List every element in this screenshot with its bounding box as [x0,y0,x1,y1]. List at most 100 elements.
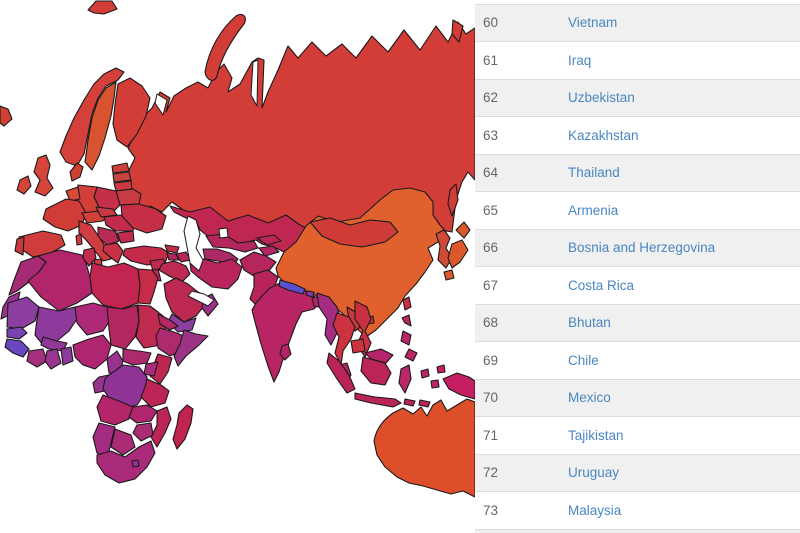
country-link[interactable]: Chile [568,352,599,368]
ranking-row: 72 Uruguay [475,454,800,492]
region-zambia[interactable] [128,404,158,424]
region-png-island[interactable] [436,364,446,374]
region-japan-honshu[interactable] [447,239,469,269]
region-botswana[interactable] [110,428,136,456]
region-malaysia-borneo[interactable] [364,348,394,364]
region-georgia[interactable] [164,244,180,254]
region-thailand[interactable] [332,312,356,366]
region-chad[interactable] [106,304,140,350]
region-nepal[interactable] [278,279,306,295]
region-japan-kyushu[interactable] [443,269,455,281]
region-lesotho[interactable] [131,459,140,468]
region-new-guinea[interactable] [442,372,475,400]
ranking-row: 66 Bosnia and Herzegovina [475,229,800,267]
region-cambodia[interactable] [350,338,366,354]
region-senegal[interactable] [6,326,28,340]
region-somalia[interactable] [173,329,209,367]
country-link[interactable]: Uruguay [568,465,620,481]
region-kyrgyzstan[interactable] [256,234,282,246]
region-myanmar[interactable] [316,292,342,346]
region-denmark[interactable] [69,162,84,182]
region-india[interactable] [251,282,321,383]
country-link[interactable]: Tajikistan [568,427,624,443]
region-japan-hokkaido[interactable] [455,221,471,239]
region-south-africa[interactable] [96,440,156,484]
region-philippines[interactable] [404,348,418,362]
aral-sea [218,227,229,239]
region-norway[interactable] [59,67,125,167]
region-eritrea[interactable] [157,313,179,331]
region-tanzania[interactable] [140,378,170,408]
region-arctic-islands[interactable] [451,19,464,43]
region-united-kingdom[interactable] [33,154,54,197]
region-latvia[interactable] [112,171,132,183]
region-bhutan[interactable] [305,290,315,298]
ranking-row: 61 Iraq [475,42,800,80]
country-link[interactable]: Mexico [568,390,611,406]
region-iraq[interactable] [158,260,191,283]
region-australia[interactable] [373,398,475,498]
country-link[interactable]: Vietnam [568,15,618,31]
country-link[interactable]: Bosnia and Herzegovina [568,240,716,256]
region-philippines[interactable] [401,314,412,327]
region-ghana[interactable] [44,348,62,370]
region-mali[interactable] [34,306,78,346]
country-link[interactable]: Iraq [568,52,592,68]
region-central-african-republic[interactable] [122,348,152,366]
region-ivory-coast[interactable] [26,348,48,368]
region-egypt[interactable] [137,268,159,305]
region-portugal[interactable] [14,236,25,256]
region-bulgaria[interactable] [116,230,135,244]
region-mongolia[interactable] [309,217,399,248]
region-greece[interactable] [102,242,124,264]
country-link[interactable]: Malaysia [568,502,622,518]
region-sumatra[interactable] [326,352,356,394]
region-niger[interactable] [74,302,112,336]
region-sweden[interactable] [84,81,117,171]
ranking-row: 71 Tajikistan [475,417,800,455]
country-link[interactable]: Kazakhstan [568,127,639,143]
region-svalbard[interactable] [87,0,118,15]
region-java[interactable] [354,392,402,408]
region-novaya-zemlya[interactable] [204,13,246,81]
country-link[interactable]: Uzbekistan [568,90,635,106]
region-uganda[interactable] [143,361,159,377]
region-finland[interactable] [112,77,151,148]
region-benelux[interactable] [65,186,81,202]
region-tajikistan[interactable] [258,245,280,257]
region-estonia[interactable] [111,162,130,174]
region-tunisia[interactable] [82,247,97,267]
region-nigeria[interactable] [72,334,112,370]
region-ireland[interactable] [16,175,32,195]
country-link[interactable]: Thailand [568,165,620,181]
region-sri-lanka[interactable] [279,343,292,361]
region-mozambique[interactable] [150,406,172,448]
country-link[interactable]: Bhutan [568,315,611,331]
region-sakhalin[interactable] [447,183,459,217]
region-philippines[interactable] [400,330,412,346]
region-togo-benin[interactable] [60,346,74,366]
region-iceland[interactable] [0,105,13,127]
region-madagascar[interactable] [172,404,194,450]
region-moluccas[interactable] [430,379,440,389]
region-iran[interactable] [189,258,243,290]
country-link[interactable]: Armenia [568,202,619,218]
rank-value: 66 [483,240,499,256]
region-dr-congo[interactable] [102,364,148,410]
region-angola[interactable] [96,394,134,426]
region-ukraine[interactable] [120,203,167,234]
region-libya[interactable] [89,262,141,310]
region-uzbekistan[interactable] [205,233,259,253]
region-guinea[interactable] [4,338,30,358]
region-moluccas[interactable] [420,368,430,379]
region-taiwan[interactable] [402,296,412,311]
region-lesser-sunda[interactable] [418,399,431,408]
region-mauritania[interactable] [6,296,40,330]
region-lesser-sunda[interactable] [403,398,416,407]
region-sulawesi[interactable] [398,364,412,394]
region-sardinia[interactable] [75,233,83,246]
region-algeria[interactable] [27,249,93,312]
region-zimbabwe[interactable] [132,422,154,442]
country-link[interactable]: Costa Rica [568,277,635,293]
